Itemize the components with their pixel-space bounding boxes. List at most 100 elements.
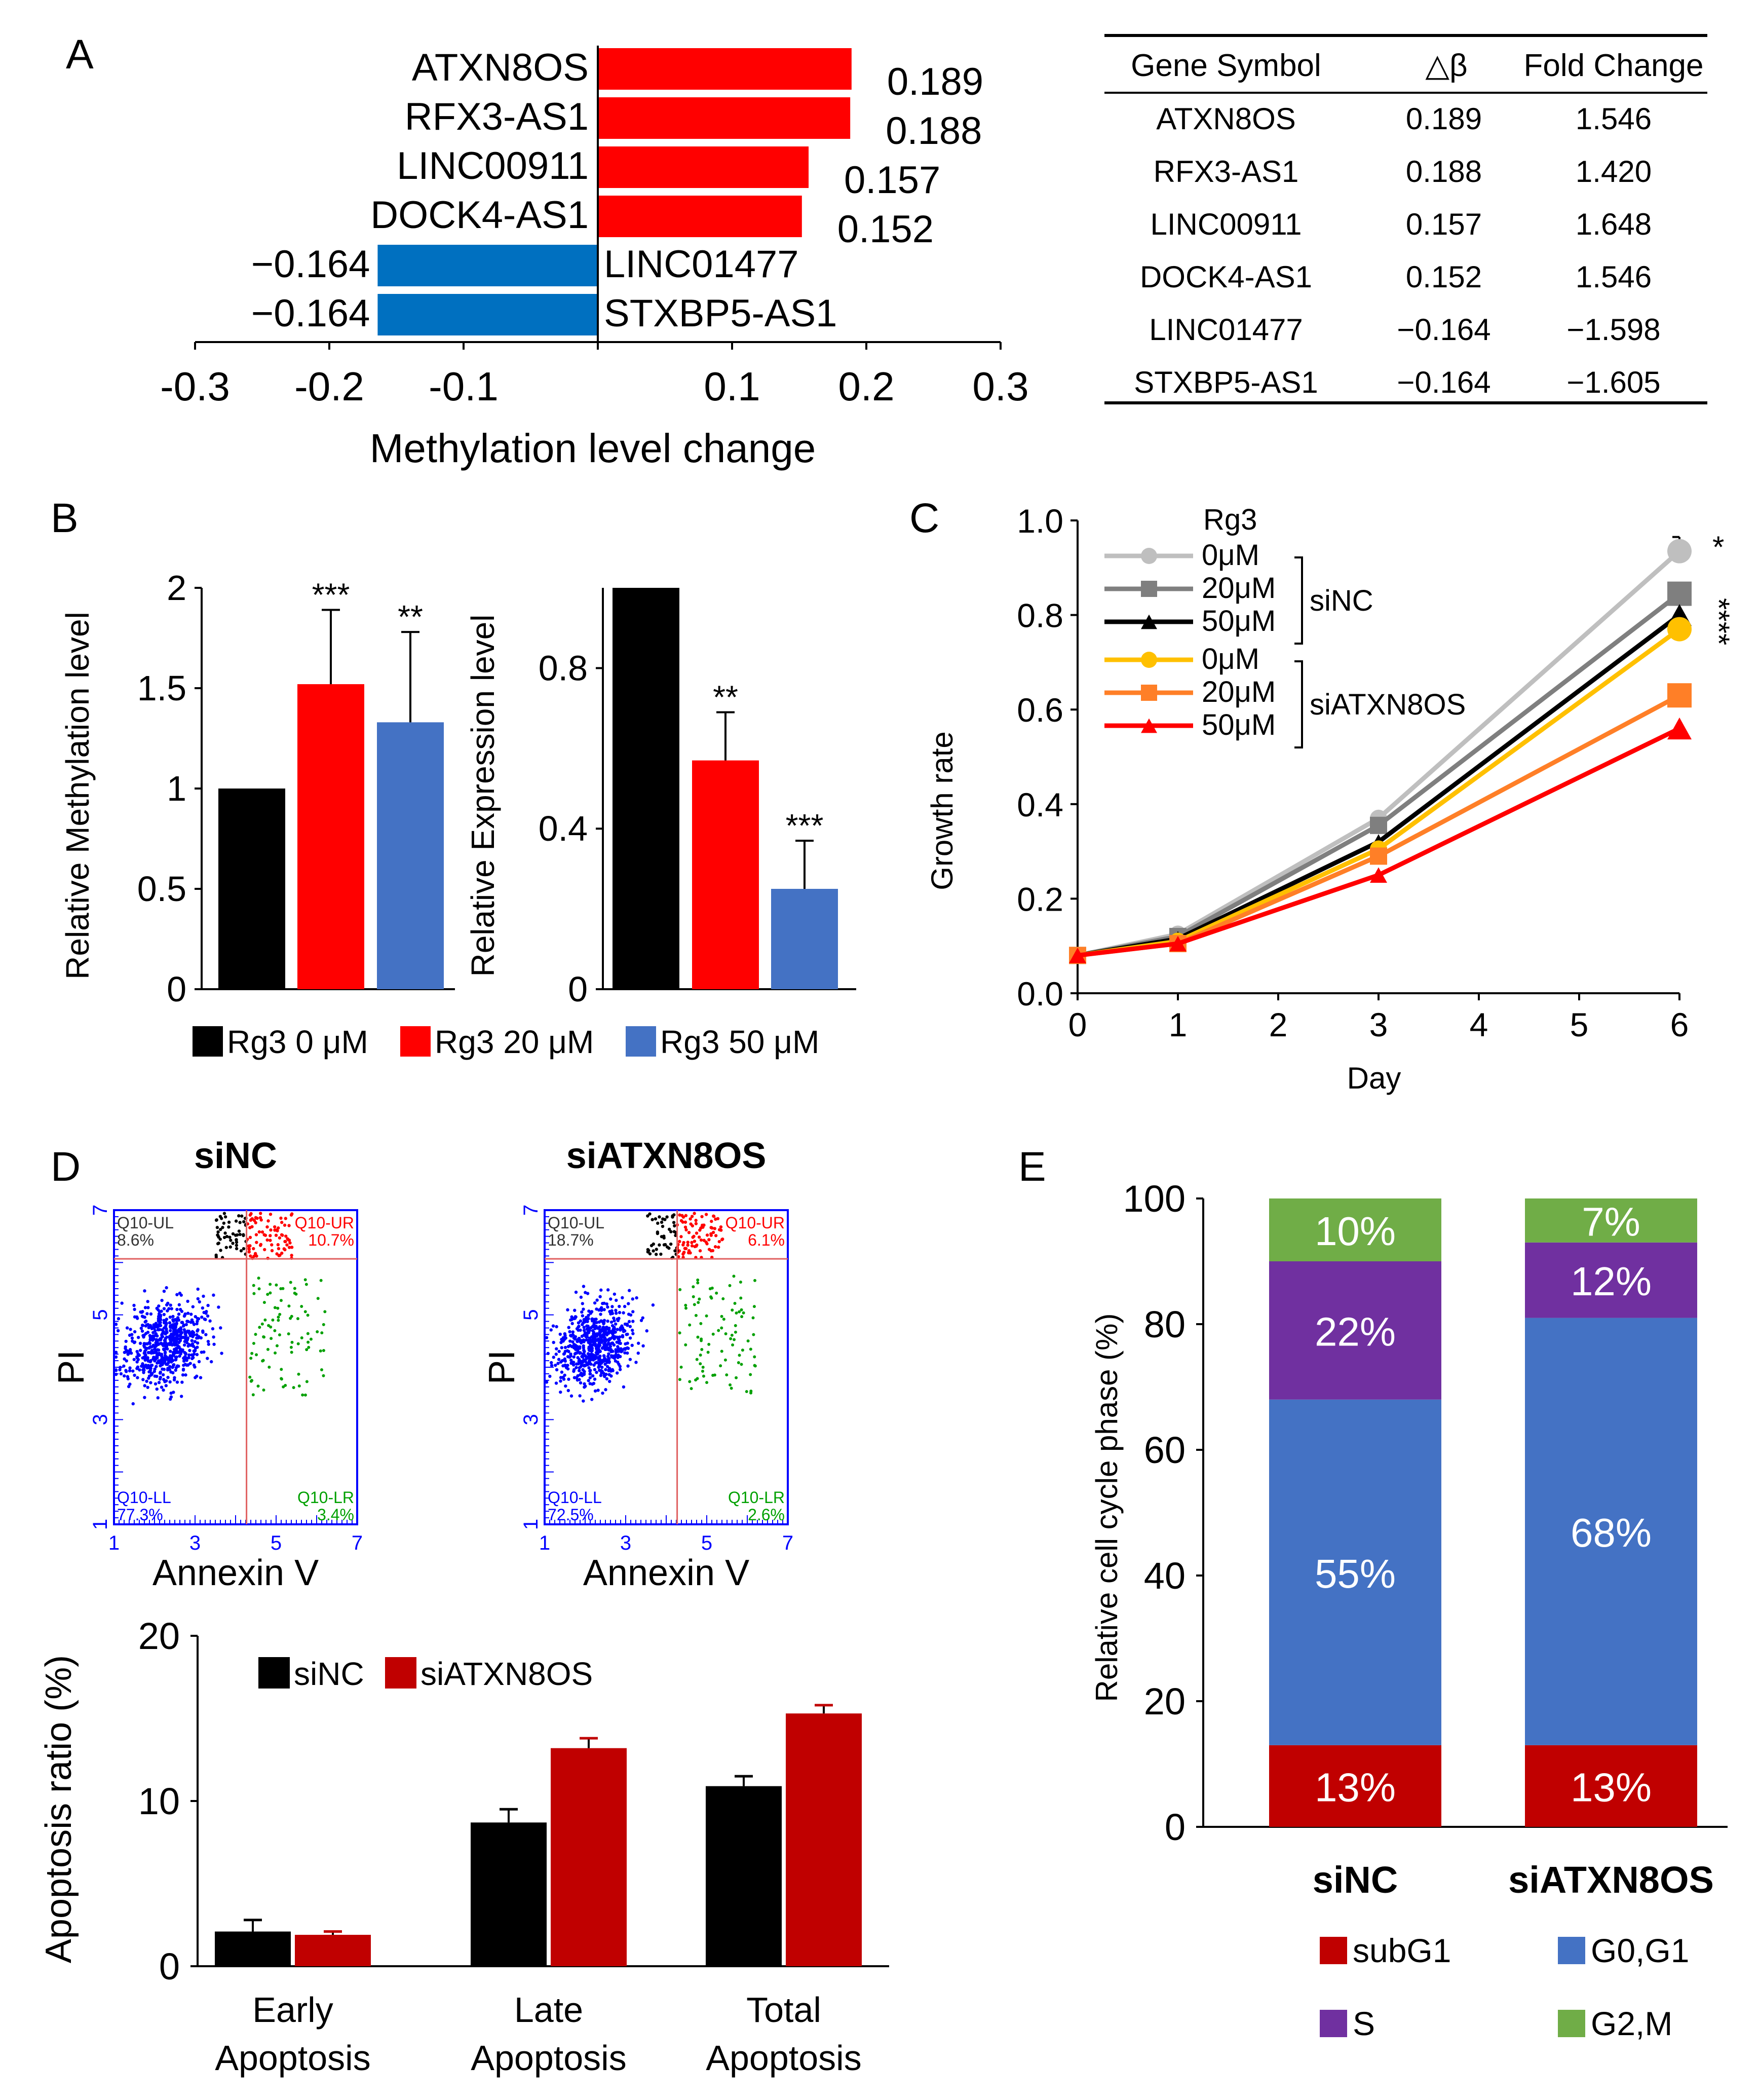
flow-event [138, 1368, 141, 1372]
flow-event [582, 1372, 586, 1376]
flow-event [588, 1369, 592, 1373]
flow-event [275, 1283, 278, 1287]
d-legend-label-sinc: siNC [294, 1656, 364, 1692]
flow-event [603, 1362, 607, 1366]
flow-event [306, 1332, 310, 1335]
e-y-tick-label: 20 [1144, 1680, 1186, 1722]
c-point-sinc-20-m [1667, 581, 1692, 606]
flow-event [154, 1332, 158, 1336]
c-y-axis-label: Growth rate [925, 731, 959, 890]
flow-event [581, 1314, 585, 1318]
b-bar-rg3-0-m [613, 588, 679, 989]
d-y-tick-label: 20 [138, 1615, 180, 1657]
flow-event [153, 1374, 157, 1378]
flow-event [141, 1362, 144, 1366]
flow-event [287, 1304, 291, 1308]
flow-event [648, 1212, 652, 1216]
flow-event [258, 1326, 261, 1329]
flow-event [183, 1351, 186, 1355]
flow-event [598, 1340, 602, 1343]
flow-event [673, 1249, 677, 1253]
flow-event [720, 1315, 723, 1318]
flow-event [182, 1328, 186, 1332]
b-y-tick-label: 0 [167, 969, 186, 1009]
flow-event [595, 1361, 599, 1364]
flow-event [171, 1318, 175, 1322]
flow-event [702, 1374, 705, 1378]
flow-event [123, 1357, 126, 1361]
c-point-siatxn8os-50-m [1169, 935, 1187, 952]
flow-event [138, 1348, 142, 1352]
flow-event [249, 1379, 253, 1383]
flow-event [259, 1212, 262, 1215]
flow-event [738, 1310, 741, 1314]
d-category-label: Apoptosis [706, 2038, 861, 2078]
flow-event [627, 1312, 631, 1316]
flow-event [745, 1390, 748, 1394]
flow-event [255, 1254, 258, 1258]
flow-event [609, 1354, 614, 1358]
flow-event [656, 1221, 660, 1225]
flow-event [306, 1314, 310, 1317]
flow-lr-label: Q10-LR [297, 1488, 354, 1507]
d-legend-swatch-sinc [258, 1657, 290, 1689]
flow-event [280, 1233, 284, 1236]
flow-event [578, 1366, 581, 1370]
flow-event [731, 1343, 735, 1346]
flow-event [187, 1329, 191, 1333]
table-header-fold-change: Fold Change [1523, 48, 1703, 83]
flow-event [611, 1369, 615, 1372]
flow-event [228, 1245, 232, 1249]
flow-event [178, 1291, 182, 1295]
flow-event [615, 1371, 619, 1375]
flow-event [589, 1326, 593, 1330]
flow-event [156, 1328, 160, 1332]
flow-event [149, 1359, 152, 1363]
flow-event [290, 1246, 294, 1249]
flow-event [178, 1339, 182, 1342]
flow-event [163, 1332, 167, 1335]
panel-e: E Relative cell cycle phase (%) 0 20 40 60 8… [1018, 1144, 1728, 2042]
flow-event [587, 1309, 591, 1313]
flow-event [114, 1368, 118, 1372]
flow-event [195, 1336, 199, 1340]
flow-event [283, 1240, 287, 1244]
flow-event [608, 1379, 611, 1383]
flow-event [581, 1353, 585, 1356]
flow-event [175, 1319, 178, 1323]
flow-event [189, 1312, 193, 1316]
flow-event [146, 1351, 150, 1355]
flow-event [212, 1335, 215, 1339]
flow-event [316, 1297, 320, 1300]
flow-event [249, 1218, 253, 1222]
c-significance-top: * [1712, 530, 1724, 564]
flow-event [170, 1355, 174, 1358]
flow-event [165, 1335, 169, 1339]
b-bar-rg3-50-m [771, 889, 838, 989]
a-value-label: 0.152 [837, 208, 934, 251]
flow-event [235, 1244, 239, 1247]
flow-event [141, 1315, 145, 1319]
flow-event [667, 1227, 671, 1231]
flow-event [190, 1331, 194, 1335]
flow-event [193, 1340, 197, 1343]
flow-event [605, 1302, 608, 1306]
flow-event [585, 1327, 589, 1331]
flow-event [556, 1362, 560, 1365]
flow-event [254, 1333, 257, 1336]
flow-event [621, 1296, 624, 1300]
flow-event [573, 1315, 577, 1319]
flow-event [117, 1317, 121, 1321]
flow-event [720, 1349, 723, 1353]
flow-event [582, 1399, 585, 1403]
c-legend-label: 20μM [1202, 676, 1276, 708]
flow-event [576, 1339, 579, 1343]
flow-event [146, 1330, 150, 1334]
c-point-siatxn8os-50-m [1069, 948, 1086, 963]
flow-event [128, 1349, 132, 1353]
flow-event [593, 1368, 597, 1371]
flow-event [555, 1368, 559, 1372]
e-segment-label: 68% [1571, 1510, 1652, 1555]
